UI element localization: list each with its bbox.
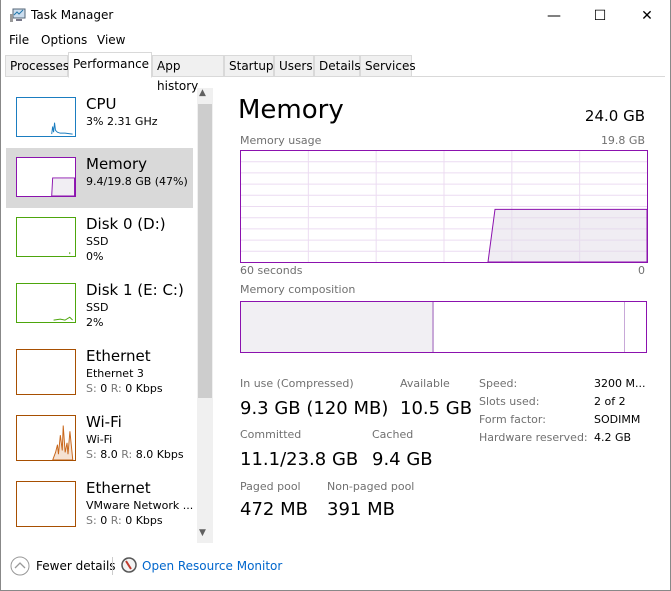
tab-bar: Processes Performance App history Startu…	[5, 52, 665, 93]
window-title: Task Manager	[31, 8, 114, 22]
item-throughput: S: 8.0 R: 8.0 Kbps	[86, 448, 184, 461]
tab-app-history[interactable]: App history	[152, 55, 224, 93]
item-name: Ethernet	[86, 347, 151, 365]
item-usage: 2%	[86, 316, 104, 329]
composition-border	[240, 301, 647, 353]
paged-pool-value: 472 MB	[240, 499, 308, 520]
speed-label: Speed:	[479, 377, 518, 390]
cpu-thumbnail-graph	[16, 97, 76, 137]
form-factor-value: SODIMM	[594, 413, 641, 426]
resource-monitor-icon	[121, 557, 137, 573]
item-usage: 0%	[86, 250, 104, 263]
footer-divider	[112, 557, 113, 575]
available-value: 10.5 GB	[400, 398, 473, 419]
minimize-button[interactable]: —	[547, 8, 561, 24]
non-paged-pool-value: 391 MB	[327, 499, 395, 520]
time-axis-start: 60 seconds	[240, 264, 303, 277]
task-manager-icon	[10, 8, 26, 22]
sidebar-item-cpu[interactable]: CPU 3% 2.31 GHz	[6, 95, 193, 157]
hardware-reserved-label: Hardware reserved:	[479, 431, 588, 444]
disk-thumbnail-graph	[16, 283, 76, 323]
item-name: Wi-Fi	[86, 413, 122, 431]
composition-label: Memory composition	[240, 283, 356, 296]
memory-thumbnail-graph	[16, 157, 76, 197]
item-name: Disk 0 (D:)	[86, 215, 166, 233]
item-name: Ethernet	[86, 479, 151, 497]
usage-graph-label: Memory usage	[240, 134, 322, 147]
cached-value: 9.4 GB	[372, 449, 433, 470]
item-detail: 3% 2.31 GHz	[86, 115, 158, 128]
scroll-down-icon[interactable]: ▼	[199, 528, 206, 538]
item-name: Memory	[86, 155, 148, 173]
speed-value: 3200 M...	[594, 377, 646, 390]
item-detail: Wi-Fi	[86, 433, 113, 446]
graph-border	[240, 150, 648, 263]
slots-label: Slots used:	[479, 395, 540, 408]
fewer-details-chevron-icon[interactable]	[10, 556, 30, 576]
time-axis-end: 0	[638, 264, 645, 277]
menu-view[interactable]: View	[97, 33, 126, 47]
in-use-segment	[240, 301, 433, 353]
close-button[interactable]: ✕	[641, 8, 653, 24]
scrollbar-thumb[interactable]	[198, 104, 212, 398]
item-name: Disk 1 (E: C:)	[86, 281, 184, 299]
sidebar-item-memory[interactable]: Memory 9.4/19.8 GB (47%)	[6, 148, 193, 208]
tab-processes[interactable]: Processes	[5, 55, 69, 77]
total-memory: 24.0 GB	[584, 107, 645, 125]
tab-services[interactable]: Services	[360, 55, 416, 77]
item-detail: VMware Network ...	[86, 499, 194, 512]
scroll-up-icon[interactable]: ▲	[199, 88, 206, 98]
committed-value: 11.1/23.8 GB	[240, 449, 359, 470]
item-throughput: S: 0 R: 0 Kbps	[86, 382, 163, 395]
committed-label: Committed	[240, 428, 302, 441]
item-name: CPU	[86, 95, 117, 113]
form-factor-label: Form factor:	[479, 413, 546, 426]
memory-composition-bar	[240, 301, 647, 353]
wifi-thumbnail-graph	[16, 415, 76, 461]
item-detail: SSD	[86, 235, 109, 248]
open-resource-monitor-link[interactable]: Open Resource Monitor	[142, 559, 283, 573]
sidebar-item-wifi[interactable]: Wi-Fi Wi-Fi S: 8.0 R: 8.0 Kbps	[6, 413, 193, 475]
sidebar-item-ethernet-3[interactable]: Ethernet Ethernet 3 S: 0 R: 0 Kbps	[6, 347, 193, 409]
cached-label: Cached	[372, 428, 414, 441]
item-detail: 9.4/19.8 GB (47%)	[86, 175, 188, 188]
non-paged-pool-label: Non-paged pool	[327, 480, 415, 493]
sidebar-item-disk-0[interactable]: Disk 0 (D:) SSD 0%	[6, 215, 193, 277]
tab-startup[interactable]: Startup	[224, 55, 274, 77]
menu-options[interactable]: Options	[41, 33, 88, 47]
fewer-details-button[interactable]: Fewer details	[36, 559, 116, 573]
ethernet-thumbnail-graph	[16, 481, 76, 527]
usage-area	[487, 208, 648, 263]
slots-value: 2 of 2	[594, 395, 626, 408]
in-use-value: 9.3 GB (120 MB)	[240, 398, 389, 419]
sidebar-item-ethernet-vmware[interactable]: Ethernet VMware Network ... S: 0 R: 0 Kb…	[6, 479, 194, 541]
item-detail: SSD	[86, 301, 109, 314]
maximize-button[interactable]: ☐	[593, 8, 607, 24]
ethernet-thumbnail-graph	[16, 349, 76, 395]
paged-pool-label: Paged pool	[240, 480, 301, 493]
tab-users[interactable]: Users	[274, 55, 314, 77]
in-use-label: In use (Compressed)	[240, 377, 354, 390]
menu-file[interactable]: File	[9, 33, 30, 47]
memory-usage-graph	[240, 150, 648, 263]
tab-details[interactable]: Details	[314, 55, 361, 77]
sidebar-item-disk-1[interactable]: Disk 1 (E: C:) SSD 2%	[6, 281, 193, 343]
item-throughput: S: 0 R: 0 Kbps	[86, 514, 163, 527]
disk-thumbnail-graph	[16, 217, 76, 257]
hardware-reserved-value: 4.2 GB	[594, 431, 632, 444]
usage-graph-max: 19.8 GB	[600, 134, 645, 147]
tab-performance[interactable]: Performance	[68, 52, 152, 78]
page-title: Memory	[238, 95, 344, 125]
available-label: Available	[400, 377, 450, 390]
item-detail: Ethernet 3	[86, 367, 144, 380]
title-bar: Task Manager — ☐ ✕	[1, 0, 671, 32]
